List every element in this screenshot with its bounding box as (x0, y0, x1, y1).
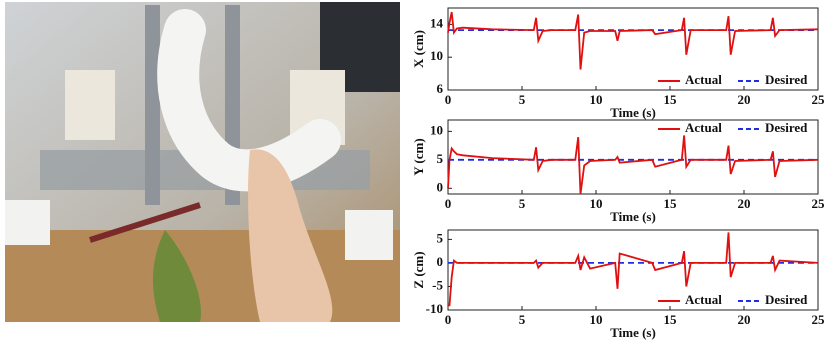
y-tick-label: -5 (432, 277, 443, 292)
y-axis-label: Y (cm) (411, 138, 426, 175)
x-tick-label: 5 (519, 312, 526, 327)
y-axis-label: X (cm) (411, 30, 426, 68)
x-tick-label: 0 (445, 196, 452, 211)
x-tick-label: 25 (812, 312, 825, 327)
x-tick-label: 15 (664, 312, 678, 327)
legend-label: Actual (685, 120, 722, 135)
x-tick-label: 0 (445, 312, 452, 327)
legend-label: Desired (765, 72, 808, 87)
series-line (447, 11, 819, 70)
plot-area (447, 119, 819, 195)
legend-label: Desired (765, 292, 808, 307)
photo (5, 2, 400, 322)
plot-area (447, 229, 819, 311)
x-tick-label: 10 (590, 92, 603, 107)
x-tick-label: 10 (590, 312, 603, 327)
x-tick-label: 25 (812, 196, 825, 211)
x-tick-label: 5 (519, 92, 526, 107)
x-tick-label: 10 (590, 196, 603, 211)
series-line (447, 135, 819, 195)
y-tick-label: 5 (437, 151, 444, 166)
y-tick-label: -10 (426, 301, 443, 316)
plots: 0 5 10 15 20 25 6 10 14 Time (s) X (cm) Actual Desir… (411, 7, 825, 340)
x-tick-label: 25 (812, 92, 825, 107)
x-axis-label: Time (s) (610, 325, 656, 340)
x-tick-label: 20 (738, 312, 751, 327)
x-axis-label: Time (s) (610, 209, 656, 224)
legend-label: Actual (685, 292, 722, 307)
x-axis-label: Time (s) (610, 105, 656, 120)
x-tick-label: 20 (738, 92, 751, 107)
x-tick-label: 5 (519, 196, 526, 211)
y-tick-label: 6 (437, 81, 444, 96)
y-tick-label: 5 (437, 230, 444, 245)
x-tick-label: 20 (738, 196, 751, 211)
plot-area (447, 7, 819, 91)
x-tick-label: 15 (664, 196, 678, 211)
legend-label: Desired (765, 120, 808, 135)
legend-label: Actual (685, 72, 722, 87)
y-tick-label: 0 (437, 254, 444, 269)
x-tick-label: 15 (664, 92, 678, 107)
y-axis-label: Z (cm) (411, 251, 426, 288)
y-tick-label: 10 (430, 48, 443, 63)
series-line (448, 232, 819, 307)
y-tick-label: 0 (437, 179, 444, 194)
x-tick-label: 0 (445, 92, 452, 107)
y-tick-label: 10 (430, 122, 443, 137)
y-tick-label: 14 (430, 15, 444, 30)
